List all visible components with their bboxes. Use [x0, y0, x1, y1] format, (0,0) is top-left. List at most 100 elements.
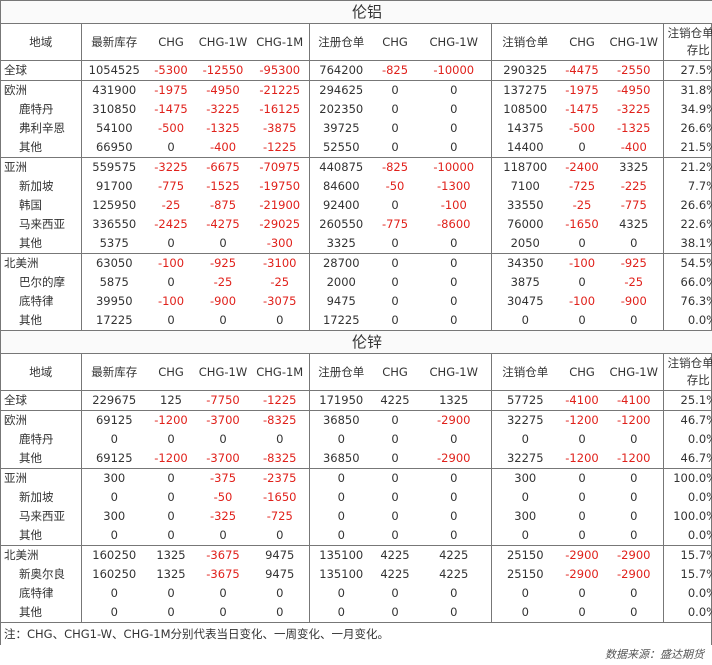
table-row: 全球 1054525 -5300 -12550 -95300 764200 -825 -100… [1, 60, 712, 81]
value-cell: -6675 [195, 157, 251, 177]
value-cell: 0 [521, 586, 529, 600]
value-cell: -1200 [605, 410, 664, 430]
value-cell: 0 [167, 605, 175, 619]
value-cell: 300 [103, 509, 126, 523]
value-cell: -100 [157, 294, 185, 308]
value-cell: 54.5% [663, 253, 712, 273]
value-cell: 0 [417, 584, 492, 603]
region-cell: 巴尔的摩 [1, 273, 82, 292]
value-cell: -1975 [147, 80, 195, 100]
region-cell: 马来西亚 [1, 215, 82, 234]
value-cell: 0.0% [687, 605, 712, 619]
value-cell: 0 [219, 313, 227, 327]
value-cell: 0.0% [687, 586, 712, 600]
value-cell: 9475 [326, 294, 356, 308]
region-cell: 新加坡 [1, 488, 82, 507]
value-cell: 135100 [319, 567, 364, 581]
value-cell: 0 [559, 468, 605, 488]
value-cell: 0.0% [687, 490, 712, 504]
value-cell: 0 [578, 509, 586, 523]
report-container: 伦铝 地域 最新库存 CHG CHG-1W CHG-1M 注册仓单 CHG CHG-1W 注销仓单… [0, 0, 712, 645]
value-cell: -100 [568, 294, 596, 308]
value-cell: -500 [568, 121, 596, 135]
value-cell: -2400 [559, 157, 605, 177]
value-cell: -1650 [565, 217, 599, 231]
column-header: 最新库存 [81, 353, 147, 391]
region-cell: 北美洲 [1, 545, 82, 565]
value-cell: 171950 [309, 390, 373, 411]
value-cell: -775 [157, 179, 185, 193]
value-cell: -4475 [559, 60, 605, 81]
region-cell: 底特律 [1, 584, 82, 603]
value-cell: 0 [219, 586, 227, 600]
value-cell: 4225 [417, 545, 492, 565]
value-cell: 0 [167, 236, 175, 250]
value-cell: -925 [605, 253, 664, 273]
region-cell: 全球 [1, 60, 82, 81]
table-row: 其他 0 0 0 0 0 0 0 0 0 0 0.0% [1, 603, 712, 622]
value-cell: 9475 [251, 565, 310, 584]
value-cell: 0 [167, 509, 175, 523]
value-cell: 0 [417, 507, 492, 526]
value-cell: -1200 [559, 410, 605, 430]
value-cell: 0 [373, 253, 417, 273]
value-cell: 57725 [491, 390, 559, 411]
value-cell: 0 [110, 586, 118, 600]
value-cell: 66950 [95, 140, 133, 154]
value-cell: 0 [167, 490, 175, 504]
column-header: CHG-1M [251, 23, 310, 61]
value-cell: 66.0% [680, 275, 712, 289]
region-cell: 其他 [1, 311, 82, 330]
value-cell: -100 [417, 196, 492, 215]
region-cell: 新加坡 [1, 177, 82, 196]
value-cell: 125950 [92, 198, 137, 212]
value-cell: 4225 [417, 565, 492, 584]
value-cell: -2900 [417, 410, 492, 430]
value-cell: -29025 [251, 215, 310, 234]
column-header: 地域 [1, 23, 82, 61]
value-cell: 0 [167, 586, 175, 600]
value-cell: 0 [337, 528, 345, 542]
value-cell: -3225 [206, 102, 240, 116]
region-cell: 亚洲 [1, 468, 82, 488]
value-cell: -95300 [251, 60, 310, 81]
value-cell: 0 [521, 490, 529, 504]
value-cell: 100.0% [673, 509, 712, 523]
value-cell: 0 [391, 275, 399, 289]
region-cell: 其他 [1, 138, 82, 158]
value-cell: 1054525 [81, 60, 147, 81]
table-row: 其他 69125 -1200 -3700 -8325 36850 0 -2900 32275 -1… [1, 449, 712, 469]
value-cell: 0 [417, 253, 492, 273]
value-cell: 229675 [81, 390, 147, 411]
table-row: 欧洲 431900 -1975 -4950 -21225 294625 0 0 137275 -1… [1, 80, 712, 100]
value-cell: -1475 [154, 102, 188, 116]
column-header: 地域 [1, 353, 82, 391]
value-cell: 0 [337, 509, 345, 523]
value-cell: 440875 [309, 157, 373, 177]
value-cell: 36850 [322, 451, 360, 465]
column-header: 注销仓单/库存比 [663, 353, 712, 391]
value-cell: 0 [251, 311, 310, 330]
zinc-title: 伦锌 [1, 330, 712, 354]
value-cell: -1225 [251, 390, 310, 411]
value-cell: 0 [110, 528, 118, 542]
region-cell: 韩国 [1, 196, 82, 215]
value-cell: 7100 [510, 179, 540, 193]
value-cell: -2900 [417, 449, 492, 469]
value-cell: 0 [578, 605, 586, 619]
value-cell: 21.2% [663, 157, 712, 177]
value-cell: 84600 [322, 179, 360, 193]
value-cell: 39950 [95, 294, 133, 308]
region-cell: 其他 [1, 526, 82, 546]
value-cell: 0 [337, 586, 345, 600]
value-cell: 0 [391, 605, 399, 619]
value-cell: 0 [417, 292, 492, 311]
value-cell: 0 [605, 603, 664, 622]
value-cell: -3100 [251, 253, 310, 273]
value-cell: -2900 [559, 545, 605, 565]
table-row: 鹿特丹 0 0 0 0 0 0 0 0 0 0 0.0% [1, 430, 712, 449]
value-cell: 4225 [373, 545, 417, 565]
column-header: 注册仓单 [309, 23, 373, 61]
aluminum-table: 伦铝 地域 最新库存 CHG CHG-1W CHG-1M 注册仓单 CHG CHG-1W 注销仓单… [1, 0, 712, 330]
column-header: CHG [373, 353, 417, 391]
